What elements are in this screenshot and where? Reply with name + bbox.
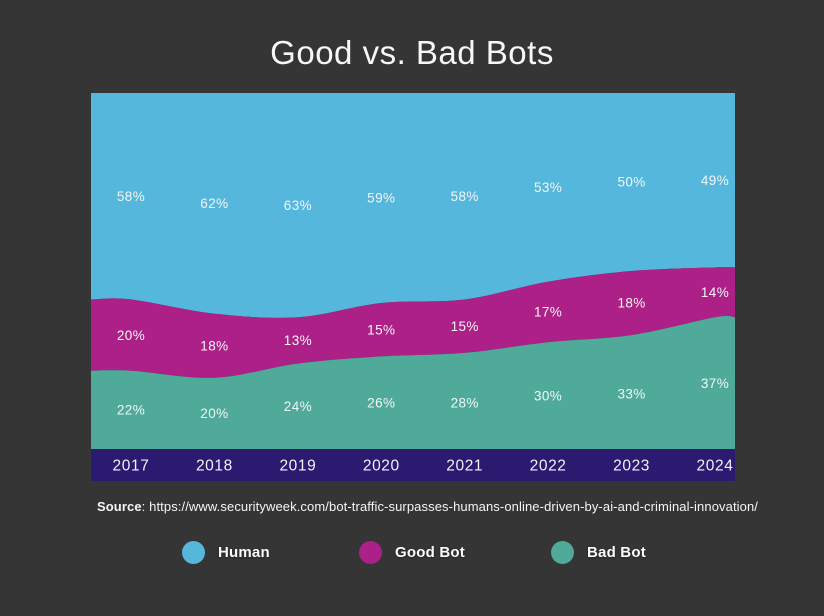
area-bad-bot — [91, 316, 735, 449]
stacked-area-chart: 58% 62% 63% 59% 58% 53% 50% 49% 20% 18% 13% 15% 15% 1… — [91, 93, 735, 481]
source-label: Source — [97, 499, 142, 514]
legend-label-good-bot: Good Bot — [395, 543, 465, 561]
chart-title: Good vs. Bad Bots — [270, 34, 554, 71]
legend-item-bad-bot: Bad Bot — [551, 540, 646, 564]
source-separator: : — [141, 499, 150, 514]
legend-label-human: Human — [218, 543, 270, 561]
value-label-human-2024: 49% — [701, 173, 729, 188]
good-bot-legend-swatch-icon — [359, 540, 382, 564]
value-label-good-bot-2018: 18% — [200, 339, 228, 354]
value-label-human-2017: 58% — [117, 189, 145, 204]
year-label-2023: 2023 — [613, 458, 650, 475]
year-label-2024: 2024 — [697, 458, 734, 475]
bad-bot-legend-swatch-icon — [551, 540, 574, 564]
legend-label-bad-bot: Bad Bot — [587, 543, 646, 561]
value-label-good-bot-2019: 13% — [284, 333, 312, 348]
value-label-bad-bot-2023: 33% — [617, 387, 645, 402]
area-human — [91, 93, 735, 318]
chart-legend: Human Good Bot Bad Bot — [0, 540, 824, 570]
area-good-bot — [91, 267, 735, 378]
chart-region: 58% 62% 63% 59% 58% 53% 50% 49% 20% 18% 13% 15% 15% 1… — [91, 93, 735, 481]
legend-item-human: Human — [182, 540, 270, 564]
value-label-bad-bot-2017: 22% — [117, 403, 145, 418]
value-label-bad-bot-2018: 20% — [200, 406, 228, 421]
x-axis-band — [91, 449, 735, 481]
value-label-human-2018: 62% — [200, 196, 228, 211]
source-line: Source: https://www.securityweek.com/bot… — [97, 499, 759, 514]
value-label-bad-bot-2022: 30% — [534, 388, 562, 403]
value-label-good-bot-2022: 17% — [534, 305, 562, 320]
value-label-good-bot-2020: 15% — [367, 322, 395, 337]
human-legend-swatch-icon — [182, 540, 205, 564]
year-label-2021: 2021 — [446, 458, 483, 475]
value-label-good-bot-2024: 14% — [701, 285, 729, 300]
source-url: https://www.securityweek.com/bot-traffic… — [149, 499, 759, 514]
legend-item-good-bot: Good Bot — [359, 540, 465, 564]
year-label-2020: 2020 — [363, 458, 400, 475]
value-label-human-2023: 50% — [617, 175, 645, 190]
year-label-2019: 2019 — [279, 458, 316, 475]
value-label-human-2020: 59% — [367, 191, 395, 206]
value-label-human-2019: 63% — [284, 198, 312, 213]
value-label-human-2021: 58% — [451, 189, 479, 204]
value-label-bad-bot-2019: 24% — [284, 399, 312, 414]
value-label-bad-bot-2021: 28% — [451, 395, 479, 410]
value-label-good-bot-2017: 20% — [117, 328, 145, 343]
value-label-good-bot-2021: 15% — [451, 319, 479, 334]
year-label-2022: 2022 — [530, 458, 567, 475]
value-label-bad-bot-2024: 37% — [701, 376, 729, 391]
value-label-bad-bot-2020: 26% — [367, 395, 395, 410]
year-label-2018: 2018 — [196, 458, 233, 475]
value-label-human-2022: 53% — [534, 180, 562, 195]
value-label-good-bot-2023: 18% — [617, 296, 645, 311]
year-label-2017: 2017 — [113, 458, 150, 475]
